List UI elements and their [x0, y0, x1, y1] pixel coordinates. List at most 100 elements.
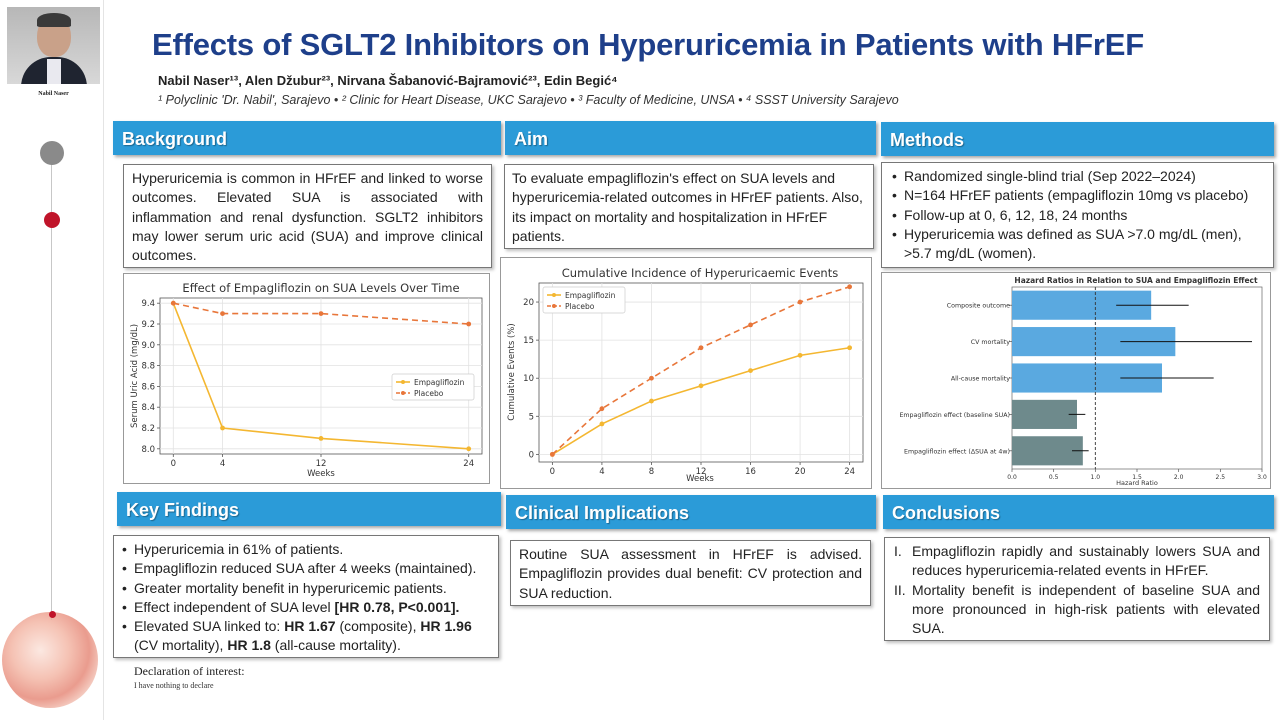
y-axis-label: Serum Uric Acid (mg/dL) [130, 324, 140, 428]
finding-text: (composite), [335, 618, 421, 635]
hazard-bar [1012, 436, 1083, 466]
y-tick-label: 9.4 [141, 299, 155, 309]
x-tick-label: 12 [316, 459, 327, 469]
key-findings-heading: Key Findings [117, 492, 501, 526]
data-point-placebo [170, 300, 176, 306]
timeline-dot-red [44, 212, 60, 228]
data-point-placebo [748, 322, 753, 328]
x-tick-label: 16 [745, 467, 756, 477]
clinical-implications-box: Routine SUA assessment in HFrEF is advis… [510, 540, 871, 606]
y-tick-label: 15 [523, 336, 534, 346]
legend-label: Empagliflozin [414, 378, 465, 387]
data-point-empagliflozin [797, 352, 803, 358]
sua-line-chart: Effect of Empagliflozin on SUA Levels Ov… [130, 281, 483, 479]
key-findings-list: Hyperuricemia in 61% of patients. Empagl… [122, 540, 492, 656]
legend-label: Placebo [414, 389, 444, 398]
category-label: Composite outcome [947, 303, 1010, 310]
data-point-placebo [698, 345, 704, 351]
category-label: CV mortality [971, 339, 1011, 346]
y-axis-label: Cumulative Events (%) [507, 323, 517, 420]
timeline-dot-small [49, 611, 56, 618]
timeline-dot-grey [40, 141, 64, 165]
x-tick-label: 24 [844, 467, 855, 477]
x-axis-label: Weeks [307, 469, 335, 479]
methods-box: Randomized single-blind trial (Sep 2022–… [881, 162, 1274, 268]
finding-text: (all-cause mortality). [270, 637, 401, 654]
methods-item: Follow-up at 0, 6, 12, 18, 24 months [892, 206, 1265, 226]
data-point-placebo [649, 375, 654, 381]
category-label: All-cause mortality [951, 376, 1010, 383]
conclusion-item: Empagliflozin rapidly and sustainably lo… [894, 542, 1260, 581]
hazard-bar-chart: Hazard Ratios in Relation to SUA and Emp… [899, 276, 1267, 487]
y-tick-label: 10 [523, 374, 534, 384]
x-tick-label: 20 [795, 467, 806, 477]
finding-text: Hyperuricemia in 61% of patients. [134, 541, 344, 557]
events-chart-box: Cumulative Incidence of Hyperuricaemic E… [500, 257, 872, 489]
x-tick-label: 0 [550, 467, 555, 477]
legend-marker [552, 293, 556, 297]
declaration: Declaration of interest: I have nothing … [134, 664, 245, 690]
x-tick-label: 0.0 [1007, 474, 1017, 481]
finding-item: Elevated SUA linked to: HR 1.67 (composi… [122, 617, 492, 656]
legend-box [542, 286, 626, 314]
methods-list: Randomized single-blind trial (Sep 2022–… [892, 167, 1265, 263]
authors: Nabil Naser¹³, Alen Džubur²³, Nirvana Ša… [158, 73, 618, 88]
data-point-empagliflozin [466, 446, 472, 452]
legend-box [391, 373, 475, 401]
finding-item: Effect independent of SUA level [HR 0.78… [122, 598, 492, 618]
conclusion-text: Empagliflozin rapidly and sustainably lo… [912, 543, 1260, 579]
hazard-chart-box: Hazard Ratios in Relation to SUA and Emp… [881, 272, 1271, 489]
aim-text: To evaluate empagliflozin's effect on SU… [512, 170, 863, 244]
finding-text: Empagliflozin reduced SUA after 4 weeks … [134, 560, 477, 577]
x-tick-label: 2.0 [1174, 474, 1184, 481]
x-tick-label: 1.5 [1132, 474, 1142, 481]
y-tick-label: 8.2 [141, 424, 155, 434]
timeline-line [51, 150, 52, 620]
x-tick-label: 12 [696, 467, 707, 477]
data-point-placebo [599, 406, 605, 412]
y-tick-label: 8.0 [141, 445, 155, 455]
photo-hair [37, 13, 71, 27]
finding-text: Greater mortality benefit in hyperuricem… [134, 579, 447, 596]
methods-item: Hyperuricemia was defined as SUA >7.0 mg… [892, 225, 1265, 264]
x-tick-label: 3.0 [1257, 474, 1267, 481]
affiliations: ¹ Polyclinic 'Dr. Nabil', Sarajevo • ² C… [158, 93, 899, 107]
conclusion-item: Mortality benefit is independent of base… [894, 581, 1260, 639]
data-point-placebo [797, 299, 803, 305]
conclusion-text: Mortality benefit is independent of base… [912, 581, 1260, 637]
data-point-empagliflozin [649, 398, 654, 404]
x-axis-label: Weeks [686, 474, 714, 484]
x-tick-label: 2.5 [1216, 474, 1226, 481]
finding-text: Elevated SUA linked to: [134, 618, 285, 635]
aim-box: To evaluate empagliflozin's effect on SU… [504, 164, 874, 249]
x-tick-label: 0.5 [1049, 474, 1059, 481]
declaration-text: I have nothing to declare [134, 681, 214, 690]
y-tick-label: 9.0 [141, 341, 155, 351]
finding-item: Empagliflozin reduced SUA after 4 weeks … [122, 559, 492, 579]
legend-marker [401, 380, 405, 384]
category-label: Empagliflozin effect (baseline SUA) [899, 412, 1010, 419]
events-line-chart: Cumulative Incidence of Hyperuricaemic E… [507, 266, 864, 484]
data-point-empagliflozin [318, 436, 324, 441]
methods-item: Randomized single-blind trial (Sep 2022–… [892, 167, 1265, 187]
legend-label: Placebo [565, 302, 595, 311]
methods-item: N=164 HFrEF patients (empagliflozin 10mg… [892, 186, 1265, 206]
data-point-empagliflozin [220, 425, 225, 431]
x-axis-label: Hazard Ratio [1116, 479, 1158, 487]
legend-marker [401, 391, 405, 395]
finding-hr-allcause: HR 1.8 [227, 637, 271, 654]
data-point-placebo [549, 451, 555, 457]
presenter-name: Nabil Naser [38, 91, 69, 97]
series-line-empagliflozin [172, 302, 469, 450]
finding-text: (CV mortality), [134, 637, 228, 654]
y-tick-label: 5 [529, 412, 534, 422]
methods-heading: Methods [881, 122, 1274, 156]
hazard-bar [1012, 399, 1077, 429]
finding-item: Hyperuricemia in 61% of patients. [122, 540, 492, 560]
x-tick-label: 8 [649, 467, 654, 477]
declaration-heading: Declaration of interest: [134, 664, 245, 678]
clinical-implications-text: Routine SUA assessment in HFrEF is advis… [519, 546, 862, 601]
legend-marker [552, 304, 556, 308]
legend-label: Empagliflozin [565, 291, 616, 300]
x-tick-label: 4 [599, 467, 604, 477]
